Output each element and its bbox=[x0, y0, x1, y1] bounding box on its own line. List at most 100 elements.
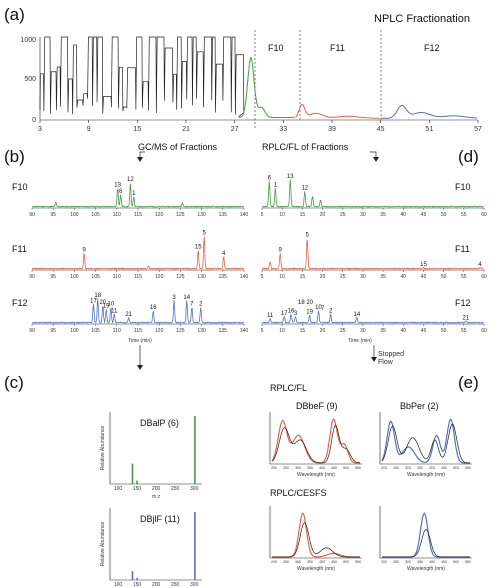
x-tick-label: 95 bbox=[50, 328, 56, 334]
spectrum-title: DBjlF (11) bbox=[140, 514, 180, 524]
fraction-label-f10: F10 bbox=[268, 43, 284, 53]
spectrum-x-tick: 200 bbox=[152, 582, 161, 588]
x-tick-label: 10 bbox=[279, 274, 285, 280]
x-tick-label: 55 bbox=[461, 274, 467, 280]
spectrum-bar bbox=[136, 577, 138, 580]
spectrum-xlabel: m z bbox=[152, 494, 161, 500]
x-tick-label: 35 bbox=[380, 212, 386, 218]
peak-label: 21 bbox=[462, 315, 469, 321]
spectrum-axes bbox=[109, 412, 202, 485]
e-x-tick: 400 bbox=[319, 466, 325, 470]
x-tick-label: 25 bbox=[340, 328, 346, 334]
peak-label: 15 bbox=[420, 262, 427, 268]
peak-label: 7 bbox=[190, 302, 194, 308]
e-spectrum-axes bbox=[269, 506, 362, 559]
e-x-tick: 350 bbox=[417, 466, 423, 470]
spectrum-ylabel: Relative Abundance bbox=[100, 522, 106, 567]
fraction-label-f12: F12 bbox=[424, 43, 440, 53]
spectrum-x-tick: 100 bbox=[114, 582, 123, 588]
panel-e-spectra: Wavelength (nm) 200 250 300 350 400 450 500 550 W… bbox=[269, 412, 472, 572]
peak-label: 5 bbox=[306, 232, 310, 238]
peak-label: 14 bbox=[183, 295, 190, 301]
x-tick-label: 20 bbox=[320, 274, 326, 280]
trace-f12 bbox=[261, 310, 484, 324]
x-tick-label: 27 bbox=[231, 126, 239, 133]
peak-label: 13 bbox=[287, 174, 294, 180]
spectrum-bar bbox=[131, 571, 134, 580]
panel-a-chart: 1000 500 0 3 9 15 21 27 33 39 45 51 57 F10 F11 F1… bbox=[20, 30, 482, 133]
e-x-tick: 550 bbox=[465, 466, 471, 470]
x-tick-label: 30 bbox=[360, 212, 366, 218]
x-tick-label: 115 bbox=[134, 212, 142, 218]
x-tick-label: 60 bbox=[481, 328, 487, 334]
e-title-bbper: BbPer (2) bbox=[400, 401, 439, 411]
e-x-tick: 350 bbox=[417, 560, 423, 564]
x-tick-label: 105 bbox=[91, 274, 100, 280]
x-tick-label: 57 bbox=[474, 126, 482, 133]
x-tick-label: 130 bbox=[197, 328, 206, 334]
e-x-tick: 450 bbox=[331, 560, 337, 564]
x-tick-label: 15 bbox=[133, 126, 141, 133]
e-x-tick: 300 bbox=[405, 560, 411, 564]
trace-f10 bbox=[261, 179, 484, 208]
x-tick-label: 50 bbox=[441, 328, 447, 334]
spectrum-x-tick: 200 bbox=[152, 486, 161, 492]
x-tick-label: 120 bbox=[155, 274, 164, 280]
series-label-f12: F12 bbox=[12, 298, 28, 308]
x-tick-label: 40 bbox=[400, 212, 406, 218]
arrow-c-head bbox=[137, 365, 143, 370]
spectrum-x-tick: 150 bbox=[133, 582, 142, 588]
trace-f11 bbox=[261, 239, 484, 270]
peak-label: 9 bbox=[82, 248, 86, 254]
x-tick-label: 50 bbox=[441, 212, 447, 218]
e-spectrum-axes bbox=[269, 412, 362, 465]
peak-label: 16 bbox=[288, 309, 295, 315]
panel-label-c: (c) bbox=[4, 373, 24, 392]
x-tick-label: 45 bbox=[421, 328, 427, 334]
x-tick-label: 115 bbox=[134, 274, 142, 280]
e-title-dbbef: DBbeF (9) bbox=[296, 401, 338, 411]
e-spectrum-trace bbox=[272, 522, 360, 558]
e-x-tick: 200 bbox=[381, 560, 387, 564]
peak-label: 11 bbox=[267, 313, 274, 319]
e-x-tick: 500 bbox=[453, 560, 459, 564]
x-tick-label: 50 bbox=[441, 274, 447, 280]
x-tick-label: 100 bbox=[70, 212, 79, 218]
peak-label: 12 bbox=[301, 186, 308, 192]
series-label-f11: F11 bbox=[12, 244, 27, 254]
spectrum-bar bbox=[194, 512, 196, 580]
e-x-tick: 300 bbox=[295, 560, 301, 564]
trace-f10 bbox=[238, 56, 295, 118]
series-label-f12: F12 bbox=[455, 298, 471, 308]
x-tick-label: 95 bbox=[50, 274, 56, 280]
e-x-tick: 550 bbox=[355, 560, 361, 564]
x-tick-label: 45 bbox=[421, 274, 427, 280]
e-xlabel: Wavelength (nm) bbox=[297, 566, 335, 572]
e-spectrum-trace bbox=[272, 512, 360, 558]
spectrum-x-tick: 250 bbox=[171, 582, 180, 588]
panel-label-e: (e) bbox=[458, 373, 479, 392]
e-spectrum-axes bbox=[379, 412, 472, 465]
arrow-e-head bbox=[371, 357, 377, 362]
x-tick-label: 135 bbox=[219, 274, 228, 280]
x-tick-label: 9 bbox=[87, 126, 91, 133]
e-x-tick: 300 bbox=[405, 466, 411, 470]
peak-label: 3 bbox=[172, 295, 176, 301]
x-tick-label: 20 bbox=[320, 212, 326, 218]
x-tick-label: 39 bbox=[328, 126, 336, 133]
x-tick-label: 40 bbox=[400, 328, 406, 334]
x-tick-label: 60 bbox=[481, 212, 487, 218]
x-tick-label: 110 bbox=[113, 212, 121, 218]
peak-label: 4 bbox=[222, 251, 226, 257]
x-tick-label: 105 bbox=[91, 328, 100, 334]
x-tick-label: 3 bbox=[38, 126, 42, 133]
panel-c-mass-spectra: DBalP (6) Relative Abundance m z 100 150 200 2… bbox=[100, 412, 202, 588]
peak-label: 13 bbox=[114, 182, 121, 188]
x-tick-label: 15 bbox=[300, 212, 306, 218]
e-spectrum-trace bbox=[382, 528, 470, 558]
x-tick-label: 140 bbox=[240, 328, 249, 334]
x-tick-label: 55 bbox=[461, 212, 467, 218]
stopped-flow-label-2: Flow bbox=[378, 359, 394, 366]
e-x-tick: 200 bbox=[381, 466, 387, 470]
spectrum-x-tick: 100 bbox=[114, 486, 123, 492]
